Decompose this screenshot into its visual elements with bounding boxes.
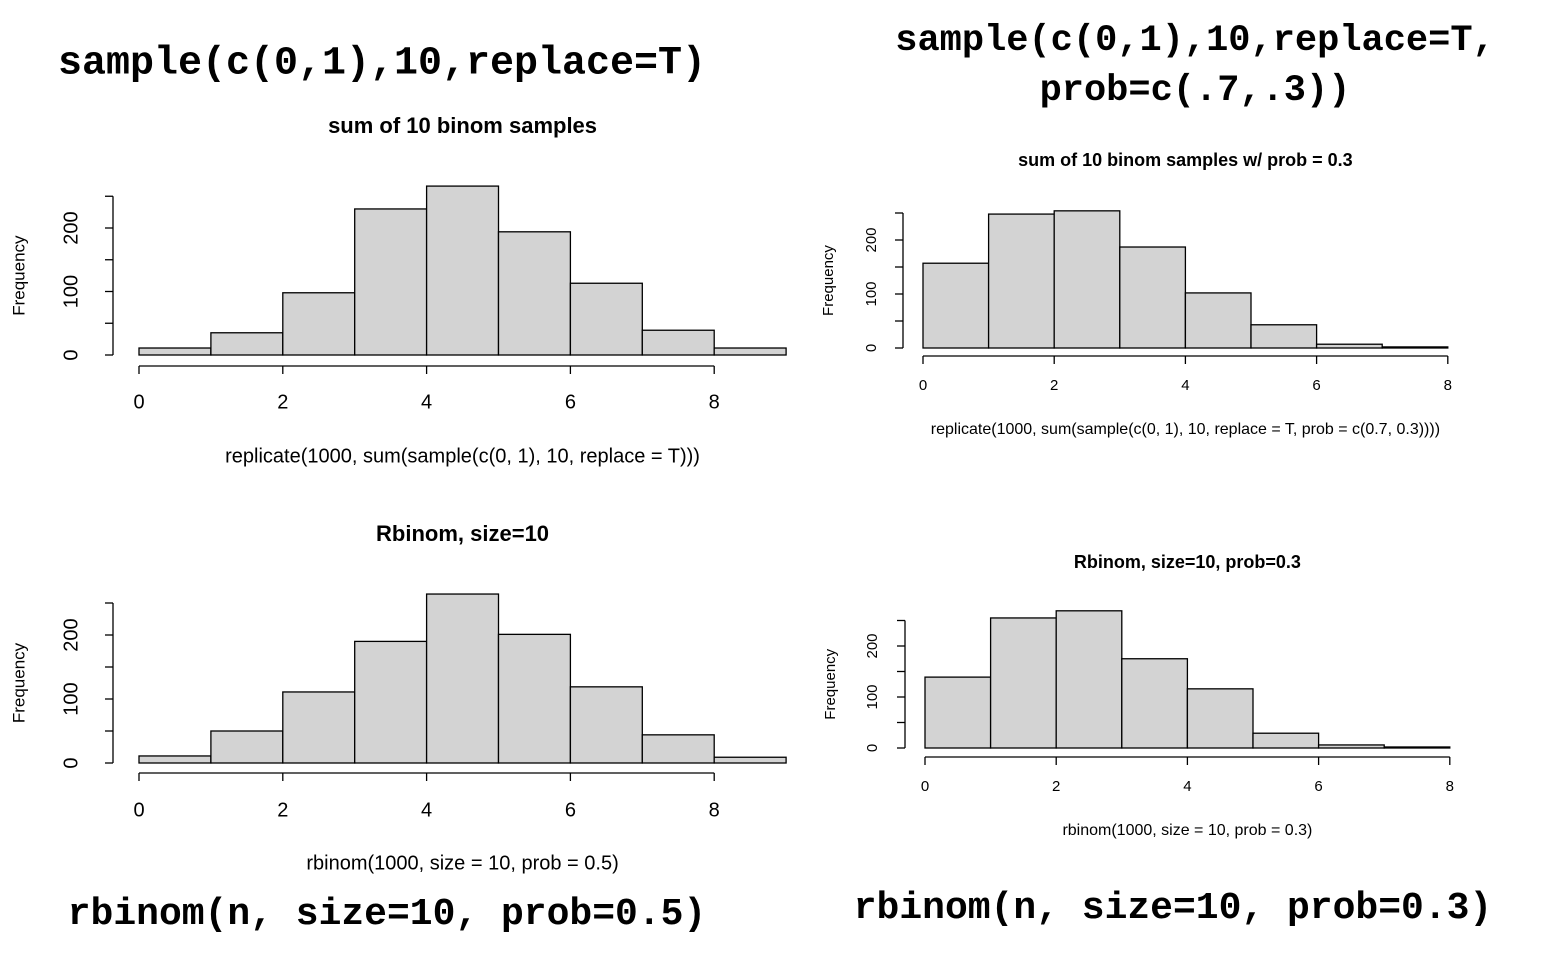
y-tick-label: 0 [60,757,82,768]
x-tick-label: 0 [921,778,929,795]
bar [569,282,643,356]
bar [1381,346,1449,349]
y-axis-label: Frequency [9,642,28,723]
code-caption: rbinom(n, size=10, prob=0.3) [854,887,1493,930]
bar [1250,324,1318,349]
x-tick-label: 8 [1444,377,1452,394]
x-tick-label: 4 [1181,377,1189,394]
x-tick-label: 4 [421,391,432,413]
x-axis-label: replicate(1000, sum(sample(c(0, 1), 10, … [225,445,700,467]
bar [138,755,212,764]
code-caption: rbinom(n, size=10, prob=0.5) [68,893,707,936]
y-tick-label: 200 [863,227,880,252]
bar [713,756,787,764]
x-tick-label: 0 [133,799,144,821]
code-caption: sample(c(0,1),10,replace=T, [895,20,1495,62]
bar [1317,744,1385,749]
x-axis-label: replicate(1000, sum(sample(c(0, 1), 10, … [931,421,1440,438]
y-tick-label: 100 [60,682,82,715]
bar [282,292,356,356]
chart-title: sum of 10 binom samples w/ prob = 0.3 [1018,150,1353,170]
bar [1119,246,1187,349]
bar [354,640,428,764]
y-tick-label: 0 [60,349,82,360]
bar [1184,292,1252,349]
y-tick-label: 200 [60,211,82,244]
bar [1053,210,1121,349]
x-tick-label: 2 [1052,778,1060,795]
bar [1121,658,1189,749]
y-tick-label: 100 [863,281,880,306]
x-tick-label: 8 [709,391,720,413]
y-axis-label: Frequency [822,648,839,719]
bar [210,332,284,356]
bar [713,347,787,356]
x-tick-label: 2 [1050,377,1058,394]
bar [641,329,715,356]
bar [922,262,990,349]
x-tick-label: 6 [565,391,576,413]
bar [1315,343,1383,349]
bar [1186,688,1254,749]
y-tick-label: 100 [864,684,881,709]
x-tick-label: 8 [709,799,720,821]
y-tick-label: 200 [864,633,881,658]
bar [497,231,572,356]
bar [210,730,284,764]
x-tick-label: 4 [421,799,432,821]
x-tick-label: 4 [1183,778,1191,795]
x-axis-label: rbinom(1000, size = 10, prob = 0.5) [306,852,618,874]
bar [1252,732,1320,749]
x-tick-label: 8 [1446,778,1454,795]
chart-title: Rbinom, size=10, prob=0.3 [1074,552,1301,572]
bar [1383,746,1451,749]
bar [1055,610,1123,749]
y-tick-label: 0 [864,744,881,752]
x-tick-label: 6 [565,799,576,821]
bar [497,633,572,764]
bar [987,213,1055,349]
chart-title: sum of 10 binom samples [328,113,597,138]
bar [924,676,992,749]
bar [282,691,356,764]
x-tick-label: 2 [277,391,288,413]
x-tick-label: 6 [1312,377,1320,394]
x-tick-label: 0 [919,377,927,394]
bar [354,208,428,356]
x-axis-label: rbinom(1000, size = 10, prob = 0.3) [1062,822,1312,839]
chart-title: Rbinom, size=10 [376,521,549,546]
y-tick-label: 100 [60,275,82,308]
x-tick-label: 2 [277,799,288,821]
y-axis-label: Frequency [820,245,837,316]
bar [569,686,643,764]
y-tick-label: 200 [60,618,82,651]
code-caption: prob=c(.7,.3)) [1040,70,1351,112]
bar [641,734,715,764]
bar [425,185,500,356]
bar [989,617,1057,749]
bar [138,347,212,356]
code-caption: sample(c(0,1),10,replace=T) [58,42,706,87]
y-axis-label: Frequency [9,235,28,316]
x-tick-label: 6 [1314,778,1322,795]
x-tick-label: 0 [133,391,144,413]
y-tick-label: 0 [863,344,880,352]
bar [425,593,500,764]
